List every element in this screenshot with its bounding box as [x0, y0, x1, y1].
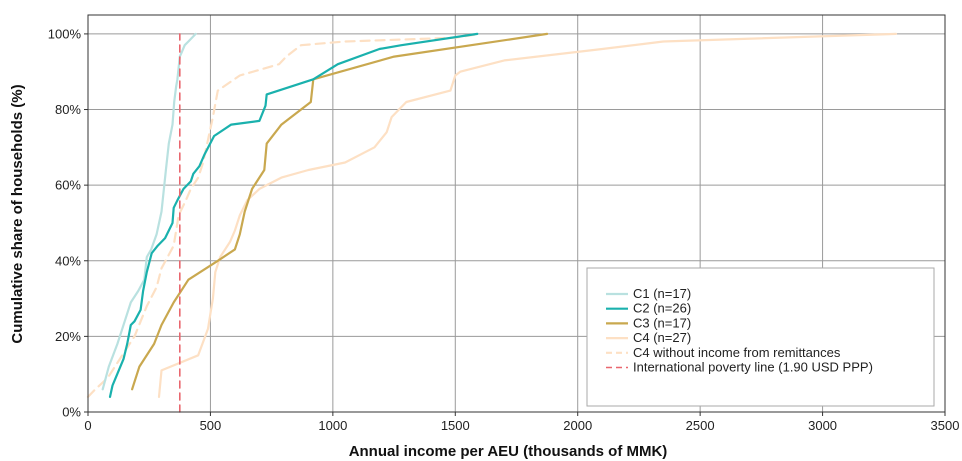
- legend-label-1: C1 (n=17): [633, 286, 691, 301]
- x-tick-label: 1500: [441, 418, 470, 433]
- x-tick-label: 1000: [318, 418, 347, 433]
- x-tick-label: 500: [200, 418, 222, 433]
- y-tick-label: 80%: [55, 102, 81, 117]
- x-tick-label: 3000: [808, 418, 837, 433]
- x-tick-label: 3500: [931, 418, 960, 433]
- legend-items: C1 (n=17)C2 (n=26)C3 (n=17)C4 (n=27)C4 w…: [606, 286, 873, 375]
- legend-label-5: C4 without income from remittances: [633, 345, 841, 360]
- series-lines: [86, 32, 898, 413]
- axis-ticks: 0 500 1000 1500 2000 2500 3000 3500 0% 20% 40% 60% 8…: [48, 26, 960, 433]
- y-axis-title: Cumulative share of households (%): [9, 84, 26, 343]
- plot-frame: [87, 14, 946, 413]
- y-tick-label: 60%: [55, 178, 81, 193]
- y-tick-label: 40%: [55, 253, 81, 268]
- x-axis-title: Annual income per AEU (thousands of MMK): [349, 443, 668, 460]
- series-line-4: [157, 32, 898, 398]
- series-line-5: [86, 32, 481, 398]
- legend-label-6: International poverty line (1.90 USD PPP…: [633, 360, 873, 375]
- legend-label-4: C4 (n=27): [633, 330, 691, 345]
- x-tick-label: 0: [84, 418, 91, 433]
- y-tick-label: 20%: [55, 329, 81, 344]
- legend-label-2: C2 (n=26): [633, 301, 691, 316]
- series-line-1: [101, 32, 197, 391]
- legend-box: [586, 267, 935, 407]
- y-tick-label: 0%: [62, 405, 81, 420]
- legend-label-3: C3 (n=17): [633, 315, 691, 330]
- x-tick-label: 2500: [686, 418, 715, 433]
- series-line-3: [131, 32, 549, 391]
- x-tick-label: 2000: [563, 418, 592, 433]
- y-tick-label: 100%: [48, 26, 82, 41]
- legend: C1 (n=17)C2 (n=26)C3 (n=17)C4 (n=27)C4 w…: [586, 267, 935, 407]
- series-line-2: [108, 32, 479, 398]
